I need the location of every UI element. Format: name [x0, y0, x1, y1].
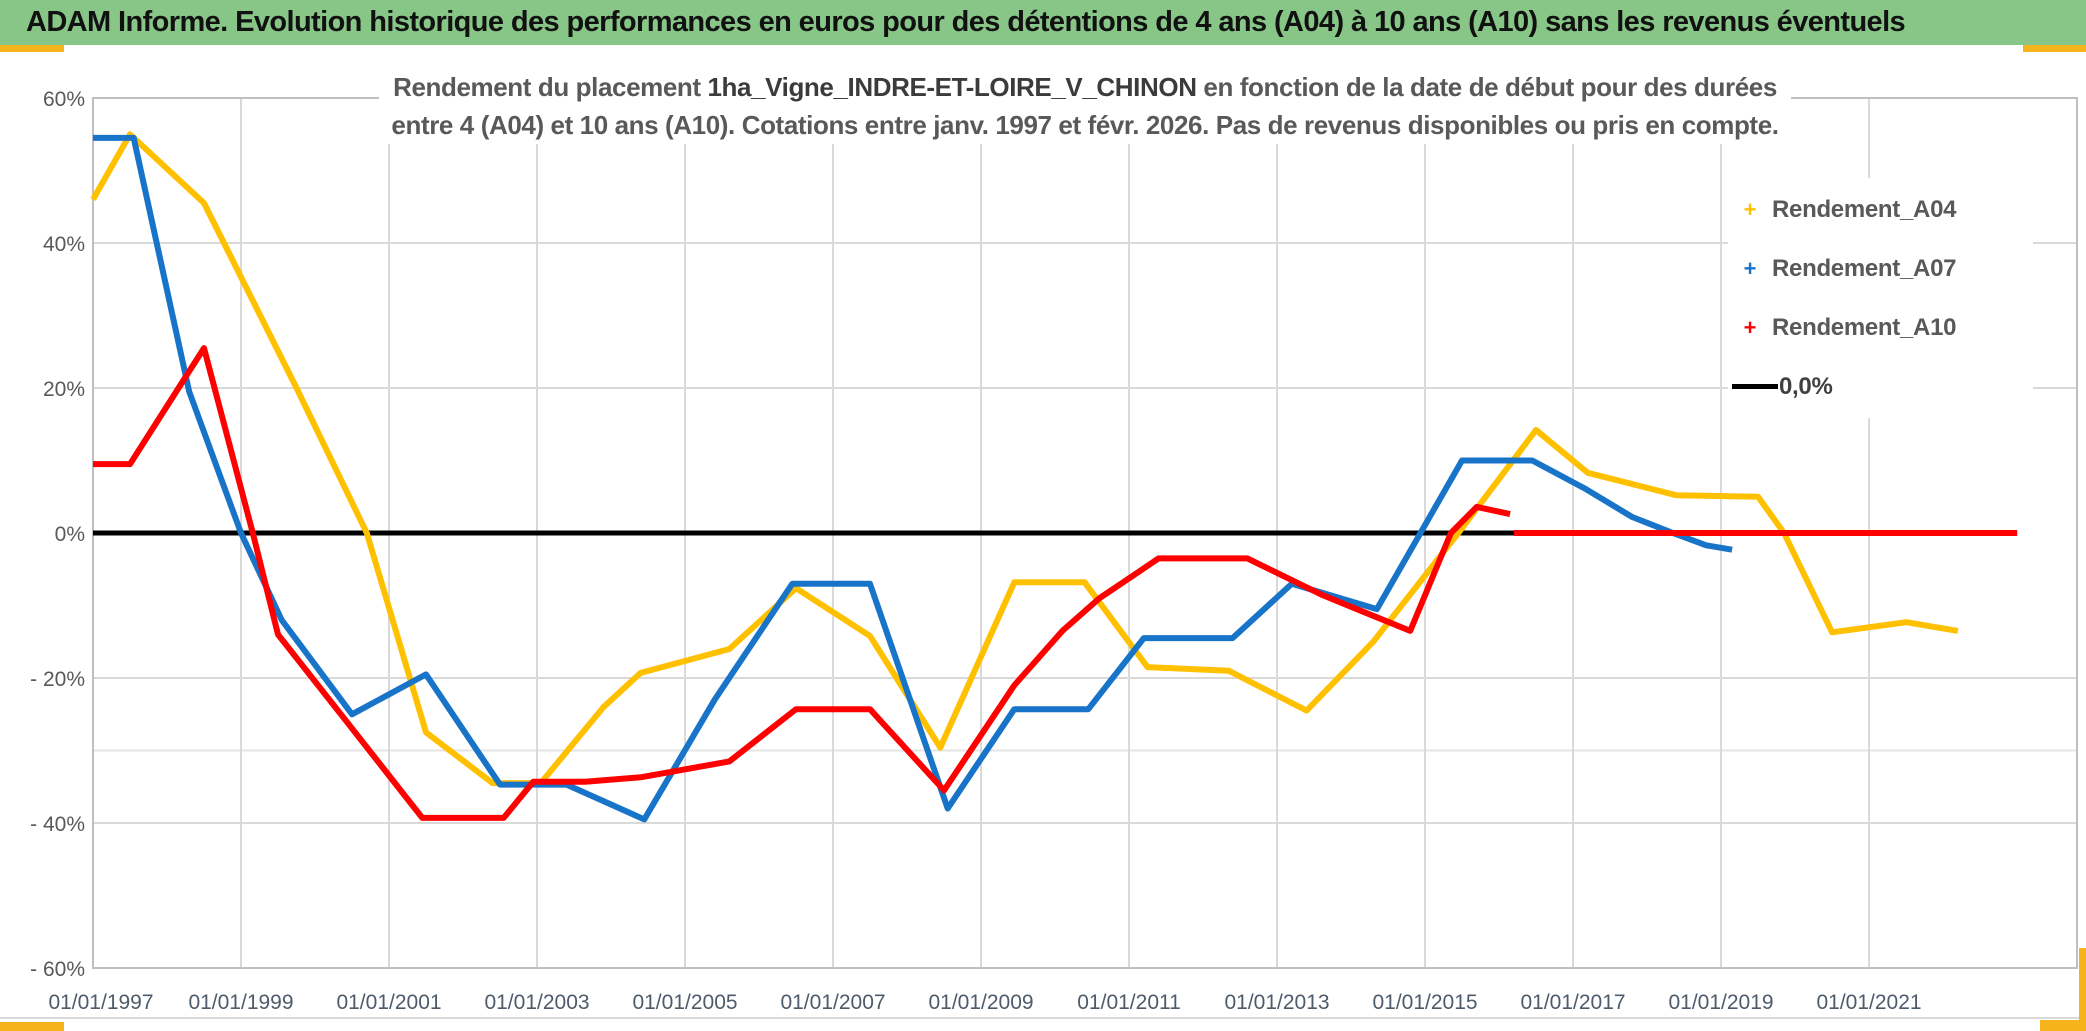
series-line-Rendement_A07 [93, 134, 1733, 823]
x-tick-label: 01/01/2003 [484, 991, 589, 1014]
legend-item-a04: + Rendement_A04 [1728, 180, 2033, 239]
gold-accent-top-left [0, 45, 64, 52]
series-line-Rendement_A04 [90, 131, 1959, 787]
chart-title-line1: Rendement du placement 1ha_Vigne_INDRE-E… [379, 68, 1791, 106]
zero-line-icon [1732, 384, 1778, 389]
x-tick-label: 01/01/2007 [780, 991, 885, 1014]
y-tick-label: 40% [43, 233, 85, 256]
x-tick-label: 01/01/2015 [1372, 991, 1477, 1014]
bottom-divider [0, 1017, 2086, 1019]
x-tick-label: 01/01/2011 [1077, 991, 1181, 1014]
plus-marker-icon: + [1743, 314, 1757, 340]
legend-label: Rendement_A10 [1772, 313, 1957, 341]
y-tick-label: 0% [55, 523, 85, 546]
placement-name: 1ha_Vigne_INDRE-ET-LOIRE_V_CHINON [707, 72, 1197, 102]
legend-label: Rendement_A04 [1772, 195, 1957, 223]
x-tick-label: 01/01/2019 [1668, 991, 1773, 1014]
x-tick-label: 01/01/2013 [1224, 991, 1329, 1014]
x-tick-label: 01/01/1999 [188, 991, 293, 1014]
y-tick-label: - 40% [30, 813, 85, 836]
page-title: ADAM Informe. Evolution historique des p… [26, 6, 1906, 38]
y-tick-label: 60% [43, 88, 85, 111]
legend-label: Rendement_A07 [1772, 254, 1957, 282]
gold-accent-bottom-right [2040, 1020, 2086, 1031]
gold-accent-top-right [2023, 45, 2086, 52]
chart-legend: + Rendement_A04 + Rendement_A07 + Rendem… [1728, 178, 2033, 418]
y-tick-label: 20% [43, 378, 85, 401]
legend-item-a10: + Rendement_A10 [1728, 298, 2033, 357]
y-tick-label: - 60% [30, 958, 85, 981]
plus-marker-icon: + [1743, 196, 1757, 222]
x-tick-label: 01/01/2017 [1520, 991, 1625, 1014]
chart-title-line2: entre 4 (A04) et 10 ans (A10). Cotations… [377, 106, 1793, 144]
chart-title: Rendement du placement 1ha_Vigne_INDRE-E… [93, 68, 2077, 144]
x-tick-label: 01/01/2021 [1816, 991, 1921, 1014]
series-line-Rendement_A10 [93, 345, 1511, 821]
legend-label: 0,0% [1779, 372, 1833, 400]
plus-marker-icon: + [1743, 255, 1757, 281]
legend-item-zero-line: 0,0% [1728, 357, 2033, 416]
gold-accent-right-edge [2079, 948, 2086, 1031]
x-tick-label: 01/01/2009 [928, 991, 1033, 1014]
x-tick-label: 01/01/2005 [632, 991, 737, 1014]
x-tick-label: 01/01/2001 [336, 991, 441, 1014]
header-bar: ADAM Informe. Evolution historique des p… [0, 0, 2086, 45]
gold-accent-bottom-left [0, 1022, 64, 1031]
y-tick-label: - 20% [30, 668, 85, 691]
legend-item-a07: + Rendement_A07 [1728, 239, 2033, 298]
x-tick-label: 01/01/1997 [48, 991, 153, 1014]
